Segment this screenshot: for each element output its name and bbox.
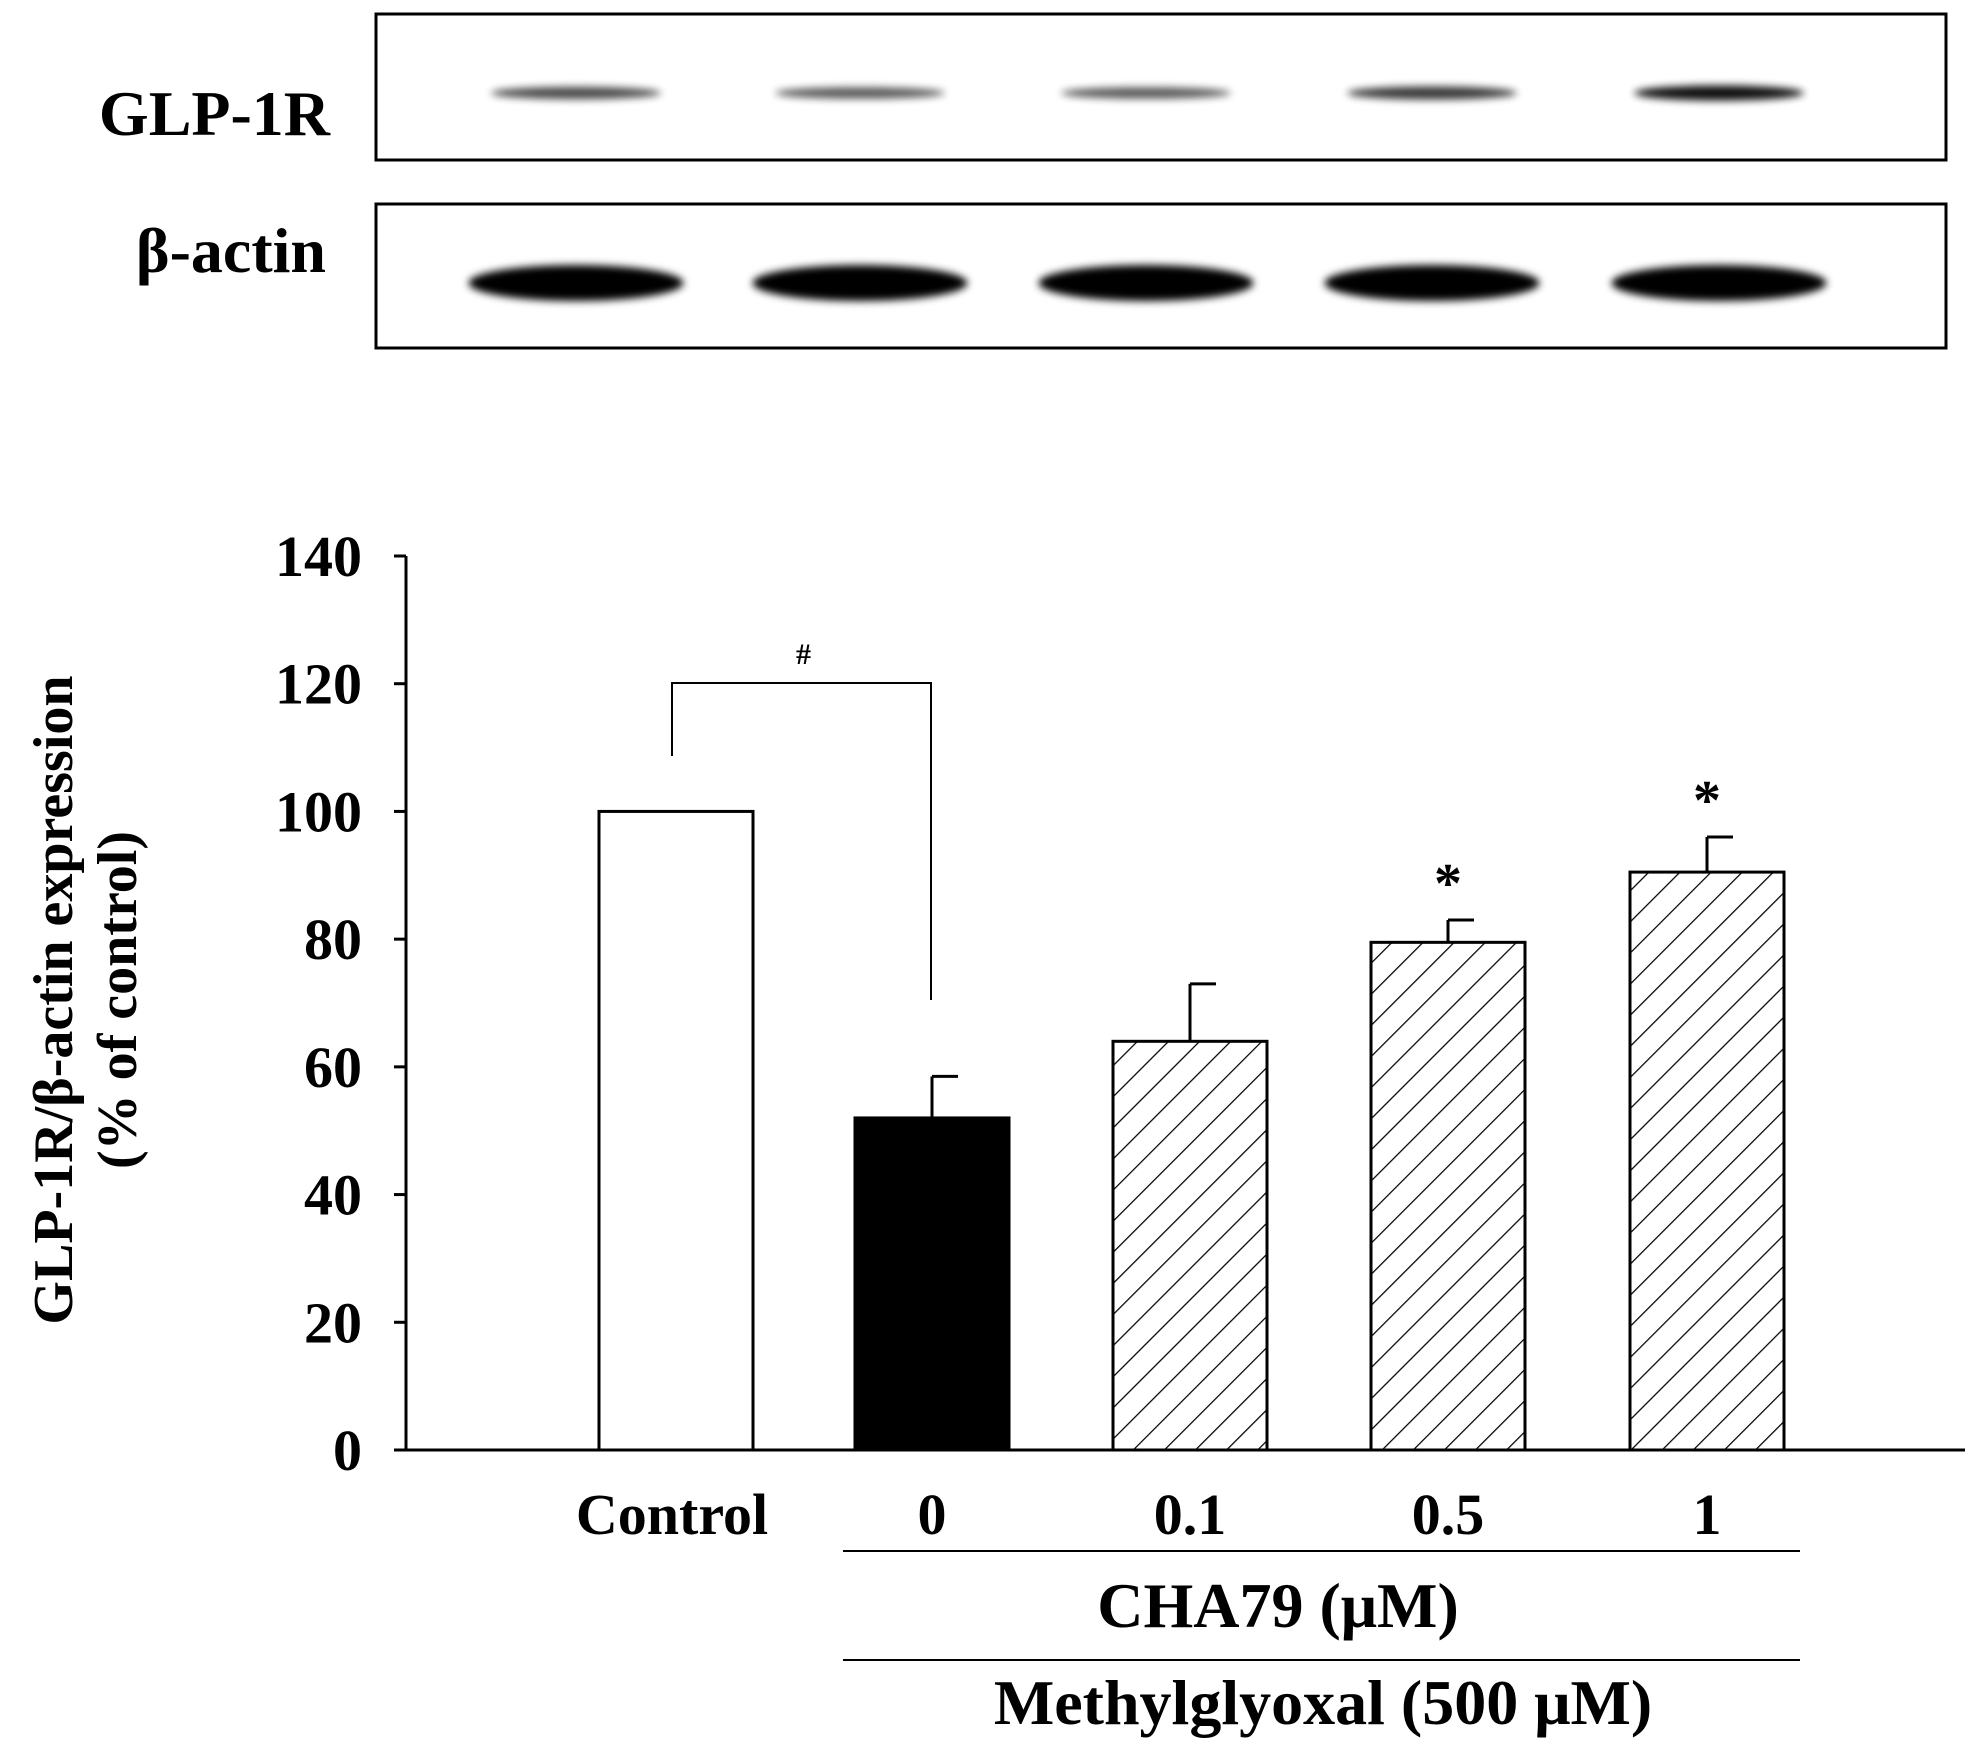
blot-bands-glp1r: [491, 85, 1804, 101]
bar-0.5: [1369, 940, 1527, 1452]
bar-0: [853, 1116, 1011, 1452]
blot-band: [1038, 265, 1254, 301]
y-tick-label: 60: [304, 1035, 362, 1100]
error-bars: [930, 835, 1733, 1118]
significance-star: *: [1693, 770, 1721, 832]
blot-band: [468, 265, 684, 301]
blot-band: [1324, 265, 1540, 301]
group-label-outer: Methylglyoxal (500 μM): [994, 1667, 1652, 1738]
x-axis-labels: Control 0 0.1 0.5 1: [576, 1482, 1722, 1547]
y-tick-label: 0: [333, 1418, 362, 1483]
y-tick-label: 100: [275, 779, 362, 844]
bar-chart: GLP-1R/β-actin expression (% of control)…: [23, 524, 1965, 1738]
y-tick-label: 120: [275, 652, 362, 717]
bar-1: [1628, 870, 1786, 1452]
y-tick-label: 80: [304, 907, 362, 972]
x-tick-label: 0.5: [1412, 1482, 1485, 1547]
blot-label-beta-actin: β-actin: [136, 215, 326, 286]
bars: [597, 809, 1786, 1452]
blot-band: [752, 265, 968, 301]
blot-band: [1061, 87, 1231, 99]
group-label-inner: CHA79 (μM): [1097, 1570, 1459, 1641]
y-axis-label-line1: GLP-1R/β-actin expression: [23, 675, 85, 1324]
y-axis-label: GLP-1R/β-actin expression (% of control): [23, 675, 149, 1324]
y-tick-label: 140: [275, 524, 362, 589]
significance-marks: **: [1434, 770, 1721, 915]
significance-bracket: #: [671, 638, 932, 1000]
blot-bands-beta-actin: [468, 265, 1827, 301]
x-tick-label: 1: [1693, 1482, 1722, 1547]
blot-band: [1347, 86, 1517, 100]
bar-Control: [597, 809, 755, 1452]
y-tick-label: 20: [304, 1290, 362, 1355]
y-axis-label-line2: (% of control): [87, 831, 149, 1169]
y-tick-label: 40: [304, 1163, 362, 1228]
blot-label-glp1r: GLP-1R: [99, 78, 331, 149]
bracket-line: [671, 682, 932, 1000]
blot-band: [775, 87, 945, 99]
blot-band: [1634, 85, 1804, 101]
significance-star: *: [1434, 853, 1462, 915]
x-tick-label: Control: [576, 1482, 768, 1547]
x-tick-label: 0.1: [1154, 1482, 1227, 1547]
y-axis-ticks: 0 20 40 60 80 100 120 140: [275, 524, 406, 1483]
blot-band: [1611, 265, 1827, 301]
bracket-label: #: [796, 638, 811, 671]
x-tick-label: 0: [918, 1482, 947, 1547]
blot-band: [491, 86, 661, 100]
bar-0.1: [1111, 1039, 1269, 1452]
western-blot: GLP-1R β-actin: [99, 12, 1948, 350]
